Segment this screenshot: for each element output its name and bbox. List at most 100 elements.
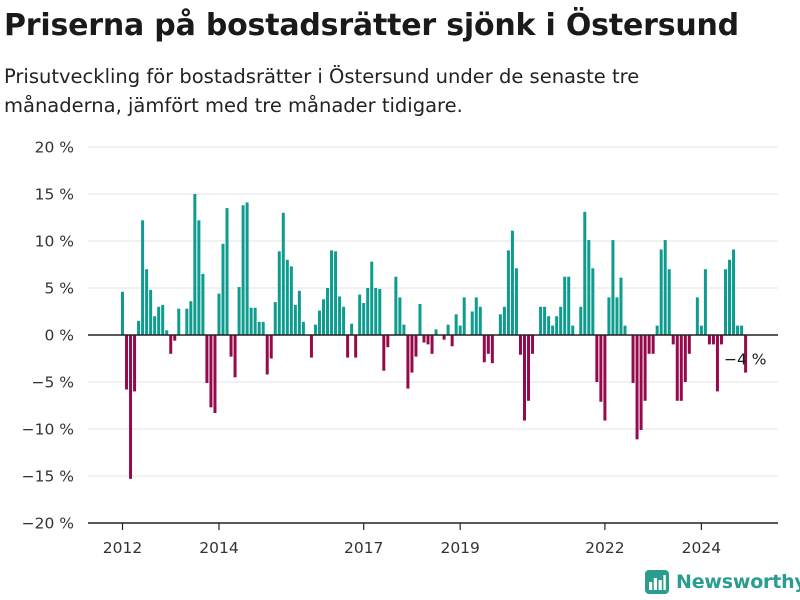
bar <box>510 230 514 335</box>
bar <box>579 306 583 335</box>
last-value-label: −4 % <box>724 351 767 369</box>
bar <box>133 335 137 392</box>
bar <box>506 250 510 335</box>
bar <box>301 321 305 335</box>
bar <box>265 335 269 375</box>
bar <box>281 212 285 335</box>
bar <box>591 268 595 335</box>
bar <box>740 325 744 335</box>
x-tick-label: 2019 <box>440 539 479 557</box>
bar <box>607 297 611 335</box>
bar <box>458 325 462 335</box>
bar <box>695 297 699 335</box>
bar <box>225 208 229 335</box>
y-tick-label: 20 % <box>35 139 74 157</box>
bar <box>502 306 506 335</box>
bar <box>338 296 342 335</box>
bar <box>563 276 567 335</box>
bar <box>237 287 241 335</box>
bar <box>474 297 478 335</box>
bar <box>647 335 651 354</box>
bar <box>675 335 679 401</box>
bar <box>334 251 338 335</box>
bar <box>221 243 225 335</box>
bar <box>551 325 555 335</box>
bar <box>619 277 623 335</box>
bar <box>736 325 740 335</box>
bar <box>398 297 402 335</box>
bar <box>478 306 482 335</box>
bar <box>732 249 736 335</box>
bar <box>277 251 281 335</box>
bar <box>386 335 390 348</box>
bar <box>418 303 422 335</box>
bar <box>289 266 293 335</box>
bars <box>121 194 748 479</box>
y-tick-label: −20 % <box>22 515 74 533</box>
bar <box>137 320 141 335</box>
bar <box>189 301 193 335</box>
bar <box>571 325 575 335</box>
bar <box>724 269 727 335</box>
bar <box>587 240 591 335</box>
x-axis: 2012 2014 2017 2019 2022 2024 <box>88 334 778 557</box>
bar <box>450 335 454 347</box>
bar <box>486 335 490 354</box>
x-tick-label: 2022 <box>585 539 624 557</box>
bar <box>531 335 535 354</box>
y-tick-label: 0 % <box>44 327 74 345</box>
bar <box>330 250 334 335</box>
bar <box>539 306 543 335</box>
bar <box>366 288 370 335</box>
x-tick-label: 2012 <box>103 539 142 557</box>
bar <box>707 335 711 345</box>
bar <box>643 335 647 401</box>
bar <box>611 240 615 335</box>
bar <box>394 276 398 335</box>
bar <box>414 335 418 357</box>
bar <box>631 335 635 383</box>
bar <box>623 325 627 335</box>
bar <box>293 304 297 335</box>
bar <box>129 335 133 479</box>
bar <box>257 321 261 335</box>
bar <box>229 335 233 357</box>
bar <box>683 335 687 382</box>
bar <box>527 335 531 401</box>
bar <box>615 297 619 335</box>
bar <box>209 335 213 408</box>
bar <box>197 220 201 335</box>
bar <box>498 314 502 335</box>
bar <box>422 335 426 343</box>
bar <box>703 269 707 335</box>
bar <box>490 335 494 364</box>
bar <box>715 335 719 392</box>
brand-logo: Newsworthy <box>644 566 800 598</box>
bar <box>241 205 245 335</box>
bar <box>454 314 458 335</box>
bar <box>426 335 430 345</box>
bar <box>261 321 265 335</box>
bar <box>402 324 406 335</box>
bar <box>462 297 466 335</box>
bar <box>635 335 639 440</box>
bar <box>543 306 547 335</box>
bar <box>555 316 559 335</box>
bar <box>177 308 181 335</box>
bar <box>141 220 145 335</box>
bar <box>362 303 366 335</box>
bar <box>121 291 124 335</box>
y-tick-label: 15 % <box>35 186 74 204</box>
bar <box>659 249 663 335</box>
bar <box>679 335 683 401</box>
bar <box>378 288 382 335</box>
bar <box>161 304 165 335</box>
bar <box>651 335 655 354</box>
bar <box>434 329 438 335</box>
bar <box>446 324 450 335</box>
bar <box>671 335 675 345</box>
bar <box>297 290 301 335</box>
bar <box>728 259 732 335</box>
bar <box>165 330 169 335</box>
